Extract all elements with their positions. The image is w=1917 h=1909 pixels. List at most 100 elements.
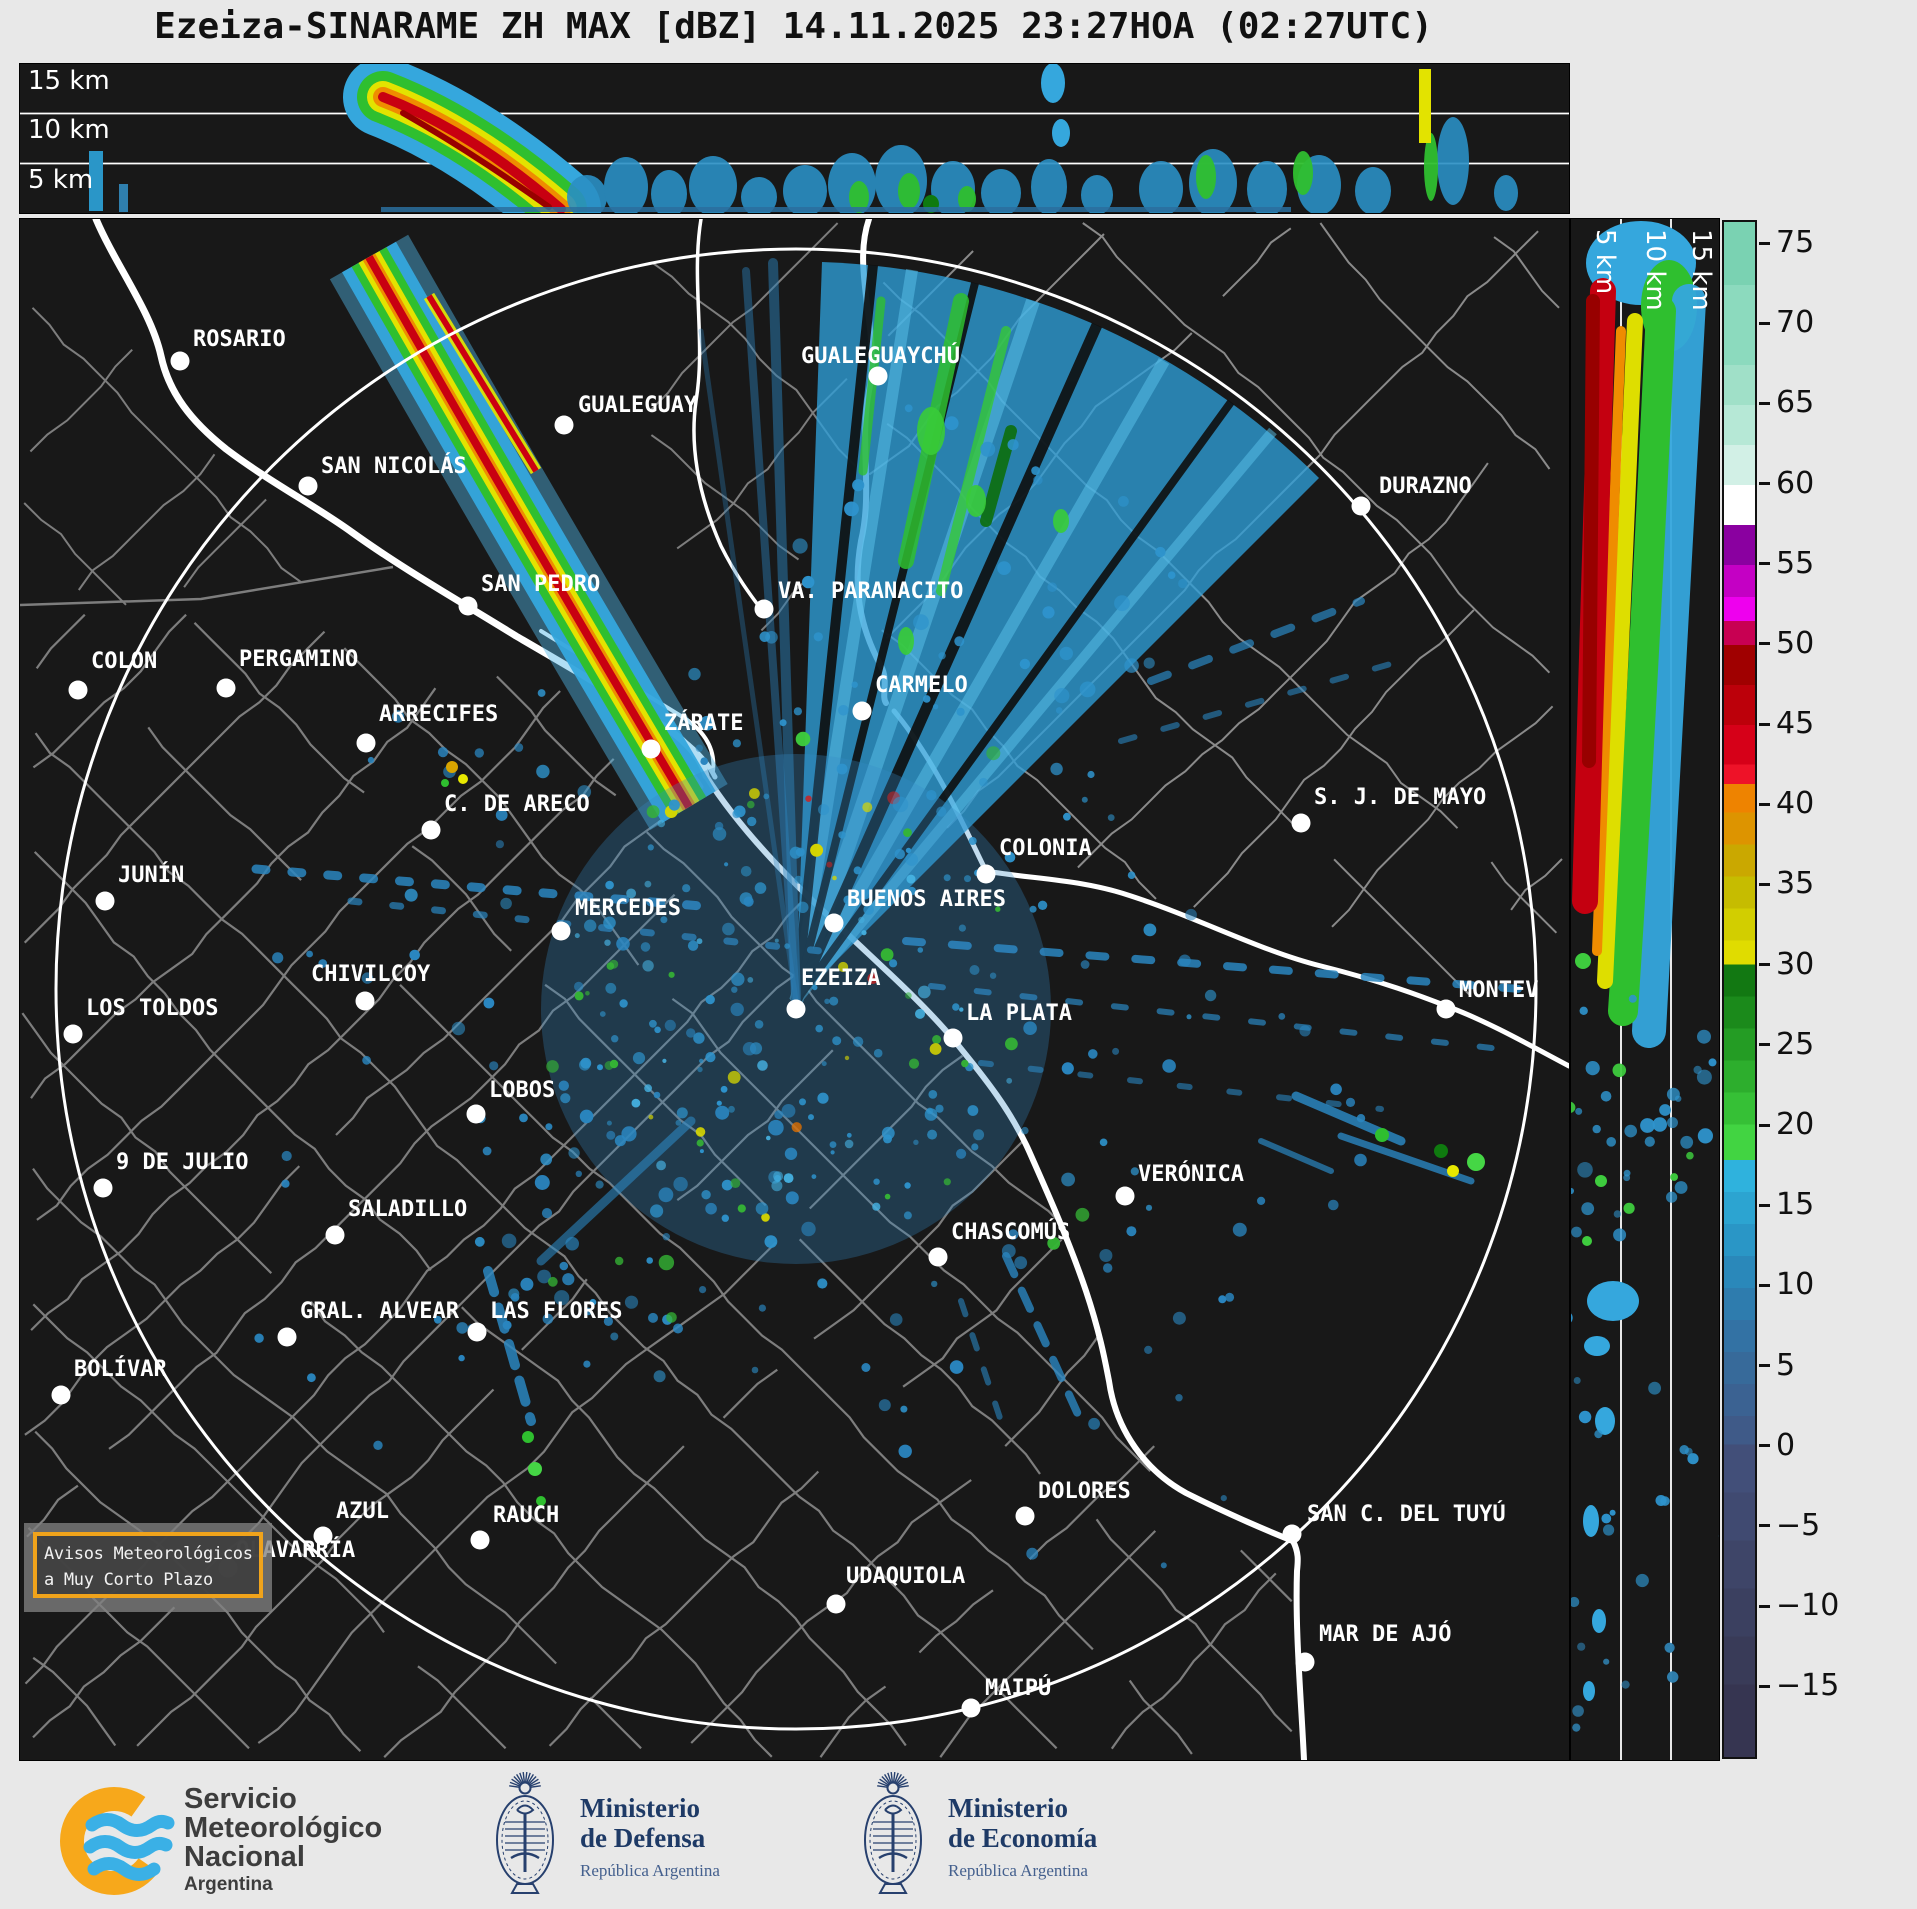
- city-dot: [313, 1526, 333, 1546]
- city-label: CHASCOMÚS: [951, 1219, 1070, 1245]
- city-marker: C. DE ARECO: [421, 792, 590, 840]
- colorbar-tick-label: 65: [1776, 385, 1815, 421]
- city-label: ARRECIFES: [379, 702, 498, 727]
- smn-logo: [59, 1787, 175, 1895]
- height-label: 15 km: [1686, 229, 1716, 311]
- city-label: VA. PARANACITO: [778, 579, 963, 604]
- city-label: MERCEDES: [575, 896, 681, 921]
- colorbar-tick: [1759, 963, 1770, 967]
- radar-map: ROSARIO GUALEGUAYCHÚ GUALEGUAY SAN NICOLÁS D…: [20, 219, 1569, 1760]
- city-dot: [976, 864, 996, 884]
- city-dot: [1015, 1506, 1035, 1526]
- height-label: 10 km: [1640, 229, 1670, 311]
- city-marker: S. J. DE MAYO: [1291, 785, 1486, 833]
- city-label: MONTEV: [1459, 978, 1538, 1003]
- city-dot: [93, 1178, 113, 1198]
- city-dot: [95, 891, 115, 911]
- city-label: DURAZNO: [1379, 474, 1472, 499]
- city-dot: [1436, 999, 1456, 1019]
- city-marker: CHASCOMÚS: [928, 1219, 1070, 1267]
- height-label: 5 km: [1590, 229, 1620, 294]
- colorbar-tick-label: 55: [1776, 545, 1815, 581]
- city-marker: ARRECIFES: [356, 702, 498, 753]
- city-dot: [1115, 1186, 1135, 1206]
- city-marker: LAS FLORES: [467, 1299, 622, 1342]
- city-marker: AZUL: [313, 1499, 389, 1546]
- city-dot: [826, 1594, 846, 1614]
- city-label: DOLORES: [1038, 1479, 1131, 1504]
- city-dot: [277, 1327, 297, 1347]
- colorbar-tick: [1759, 882, 1770, 886]
- city-dot: [466, 1104, 486, 1124]
- city-marker: DURAZNO: [1351, 474, 1472, 516]
- height-gridlines: [20, 112, 1569, 165]
- economia-wordmark: Ministerio de Economía República Argenti…: [948, 1793, 1098, 1880]
- city-marker: MAIPÚ: [961, 1675, 1051, 1718]
- top-cross-section: 15 km 10 km 5 km: [20, 64, 1569, 213]
- city-label: S. J. DE MAYO: [1314, 785, 1486, 810]
- city-dot: [1291, 813, 1311, 833]
- city-label: LOBOS: [489, 1078, 555, 1103]
- colorbar-tick: [1759, 1364, 1770, 1368]
- city-dot: [1295, 1652, 1315, 1672]
- colorbar-tick-label: 45: [1776, 706, 1815, 742]
- city-marker: SAN NICOLÁS: [298, 453, 467, 496]
- city-marker: BUENOS AIRES: [824, 887, 1006, 933]
- city-dot: [852, 701, 872, 721]
- city-label: ROSARIO: [193, 327, 286, 352]
- colorbar-tick: [1759, 1604, 1770, 1608]
- city-label: CHIVILCOY: [311, 962, 431, 987]
- city-dot: [68, 680, 88, 700]
- colorbar-tick-label: 50: [1776, 625, 1815, 661]
- right-echoes: [1571, 221, 1719, 1732]
- city-dot: [1351, 496, 1371, 516]
- city-label: VERÓNICA: [1138, 1161, 1244, 1187]
- city-label: SAN PEDRO: [481, 572, 600, 597]
- city-marker: MERCEDES: [551, 896, 681, 941]
- colorbar-tick-label: −5: [1776, 1507, 1821, 1543]
- city-label: 9 DE JULIO: [116, 1150, 248, 1175]
- colorbar-tick-label: 15: [1776, 1187, 1815, 1223]
- city-label: SALADILLO: [348, 1197, 467, 1222]
- colorbar-tick: [1759, 722, 1770, 726]
- city-dot: [458, 596, 478, 616]
- colorbar-tick: [1759, 241, 1770, 245]
- city-label: EZEIZA: [801, 966, 880, 991]
- city-dot: [554, 415, 574, 435]
- top-cross-section-panel: 15 km 10 km 5 km: [19, 63, 1570, 214]
- right-cross-section-panel: 5 km 10 km 15 km: [1570, 218, 1720, 1761]
- colorbar-tick-label: −10: [1776, 1588, 1840, 1624]
- city-dot: [641, 739, 661, 759]
- city-dot: [216, 678, 236, 698]
- colorbar-tick-label: 60: [1776, 465, 1815, 501]
- city-dot: [786, 999, 806, 1019]
- radar-map-panel: ROSARIO GUALEGUAYCHÚ GUALEGUAY SAN NICOLÁS D…: [19, 218, 1570, 1761]
- city-label: COLON: [91, 649, 157, 674]
- alert-button[interactable]: Avisos Meteorológicos a Muy Corto Plazo: [33, 1532, 263, 1598]
- city-marker: LOS TOLDOS: [63, 996, 218, 1044]
- city-dot: [355, 991, 375, 1011]
- colorbar-tick: [1759, 802, 1770, 806]
- city-label: CARMELO: [875, 673, 968, 698]
- colorbar-tick: [1759, 1444, 1770, 1448]
- range-ring: [54, 247, 1538, 1731]
- city-marker: COLONIA: [976, 836, 1092, 884]
- colorbar-tick: [1759, 1283, 1770, 1287]
- city-marker: GRAL. ALVEAR: [277, 1299, 460, 1347]
- colorbar: [1722, 220, 1757, 1759]
- city-dot: [824, 913, 844, 933]
- city-label: GUALEGUAY: [578, 393, 698, 418]
- colorbar-tick: [1759, 1043, 1770, 1047]
- colorbar-tick-label: 0: [1776, 1427, 1796, 1463]
- defensa-crest: [484, 1768, 566, 1904]
- city-dot: [551, 921, 571, 941]
- city-label: LOS TOLDOS: [86, 996, 218, 1021]
- city-marker: LA PLATA: [943, 1001, 1072, 1048]
- city-marker: 9 DE JULIO: [93, 1150, 248, 1198]
- city-label: JUNÍN: [118, 862, 184, 888]
- colorbar-tick-label: 35: [1776, 866, 1815, 902]
- colorbar-tick-label: 25: [1776, 1026, 1815, 1062]
- city-dot: [754, 599, 774, 619]
- colorbar-tick: [1759, 1684, 1770, 1688]
- city-dot: [868, 366, 888, 386]
